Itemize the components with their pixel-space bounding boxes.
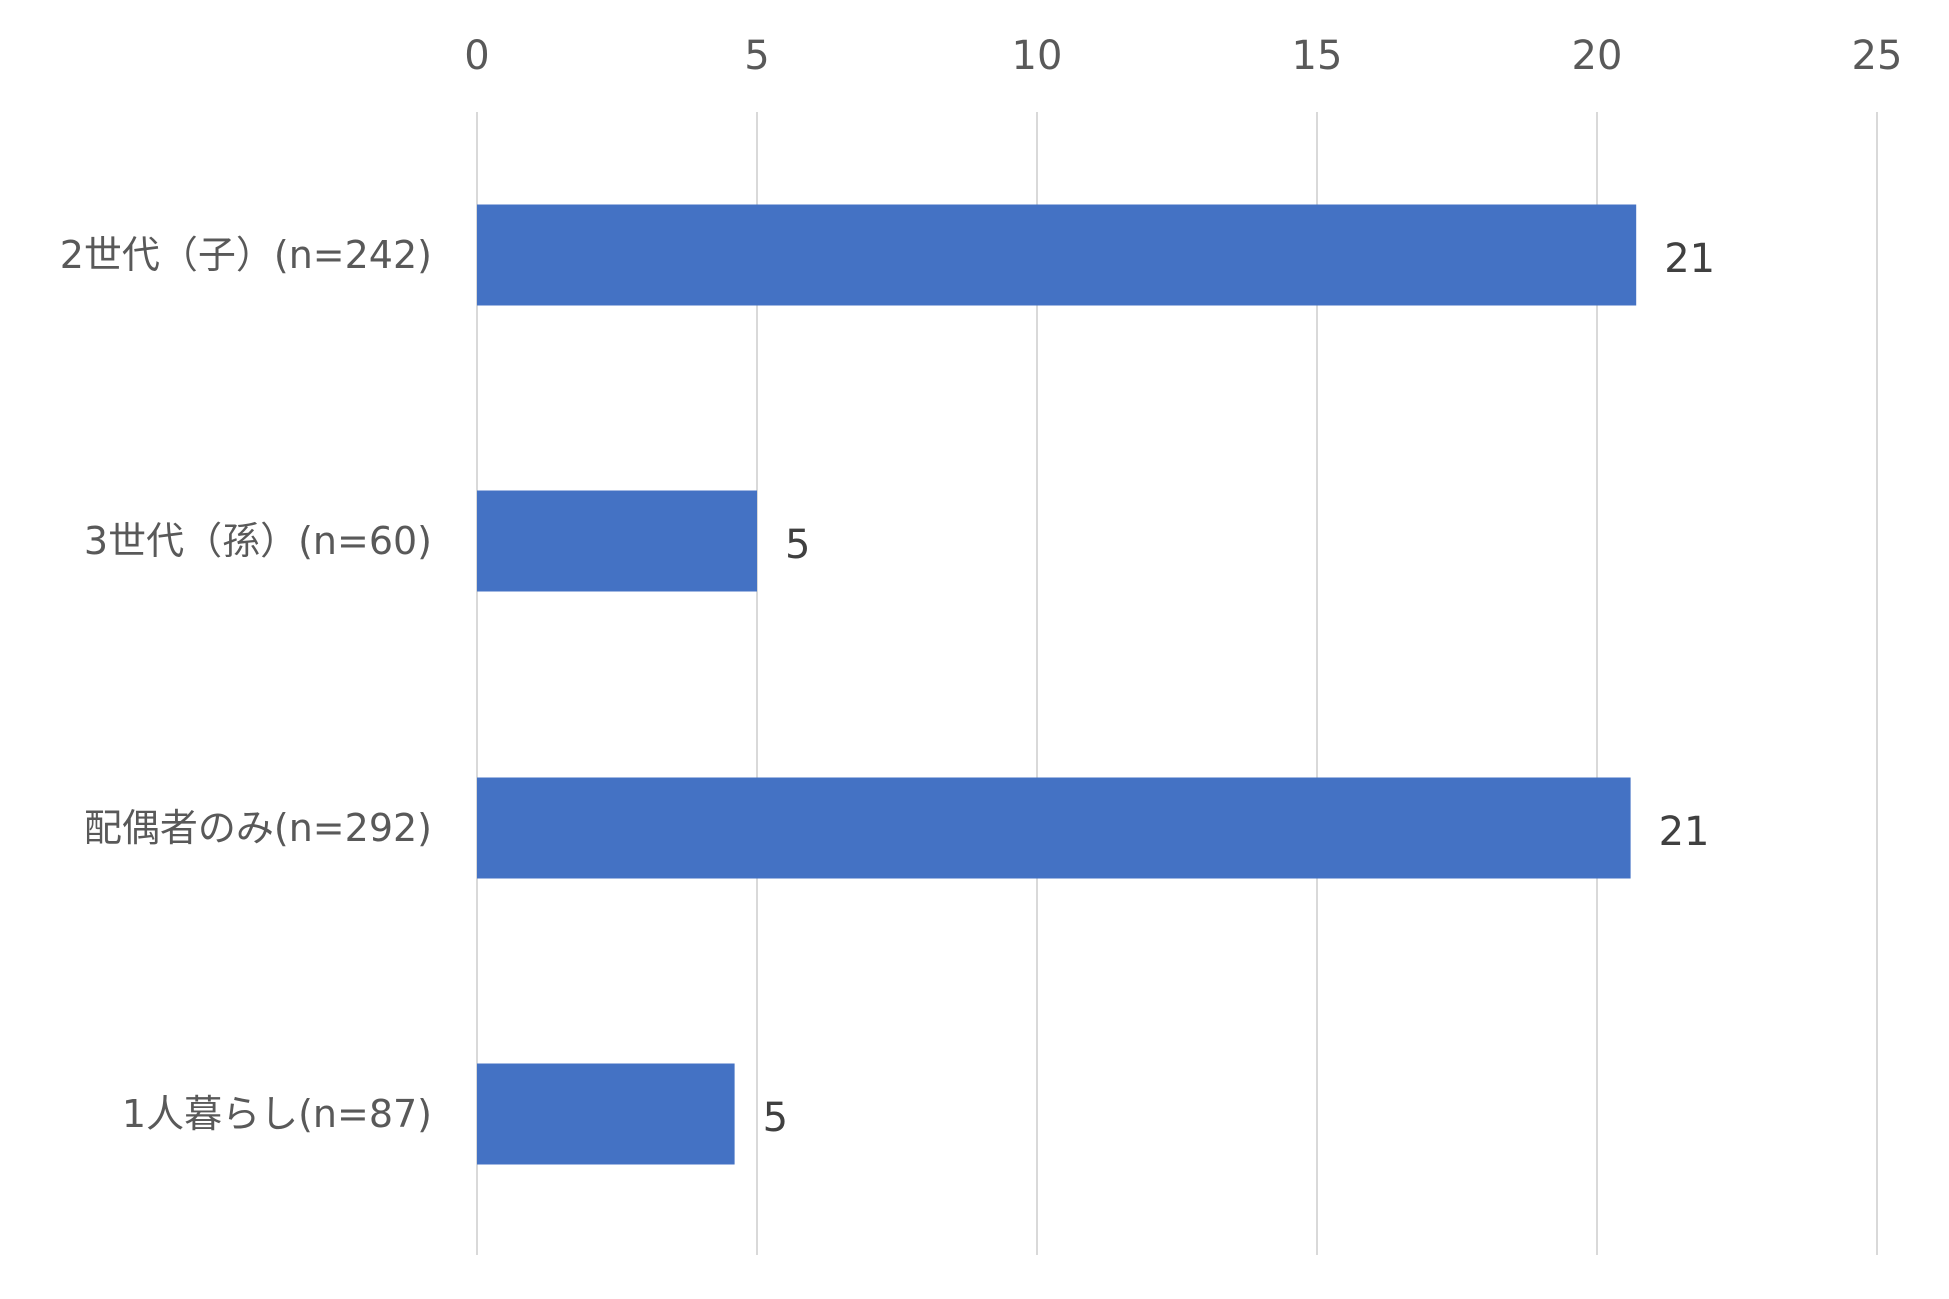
bar bbox=[477, 204, 1637, 306]
data-label: 5 bbox=[785, 522, 810, 568]
bar bbox=[477, 777, 1631, 879]
x-tick-label: 10 bbox=[1012, 33, 1063, 79]
bar bbox=[477, 1063, 735, 1165]
bars bbox=[477, 204, 1637, 1165]
x-tick-label: 5 bbox=[744, 33, 769, 79]
category-label: 1人暮らし(n=87) bbox=[122, 1092, 432, 1136]
category-labels: 2世代（子）(n=242) 3世代（孫）(n=60) 配偶者のみ(n=292) 1人暮… bbox=[60, 233, 432, 1136]
category-label: 3世代（孫）(n=60) bbox=[84, 519, 432, 563]
bar bbox=[477, 490, 757, 592]
data-labels: 21 5 21 5 bbox=[763, 236, 1716, 1141]
category-label: 配偶者のみ(n=292) bbox=[84, 806, 432, 850]
data-label: 21 bbox=[1659, 809, 1710, 855]
data-label: 5 bbox=[763, 1095, 788, 1141]
x-axis-ticks: 0 5 10 15 20 25 bbox=[464, 33, 1902, 79]
data-label: 21 bbox=[1664, 236, 1715, 282]
x-tick-label: 0 bbox=[464, 33, 489, 79]
category-label: 2世代（子）(n=242) bbox=[60, 233, 432, 277]
x-tick-label: 20 bbox=[1572, 33, 1623, 79]
x-tick-label: 15 bbox=[1292, 33, 1343, 79]
x-tick-label: 25 bbox=[1852, 33, 1903, 79]
